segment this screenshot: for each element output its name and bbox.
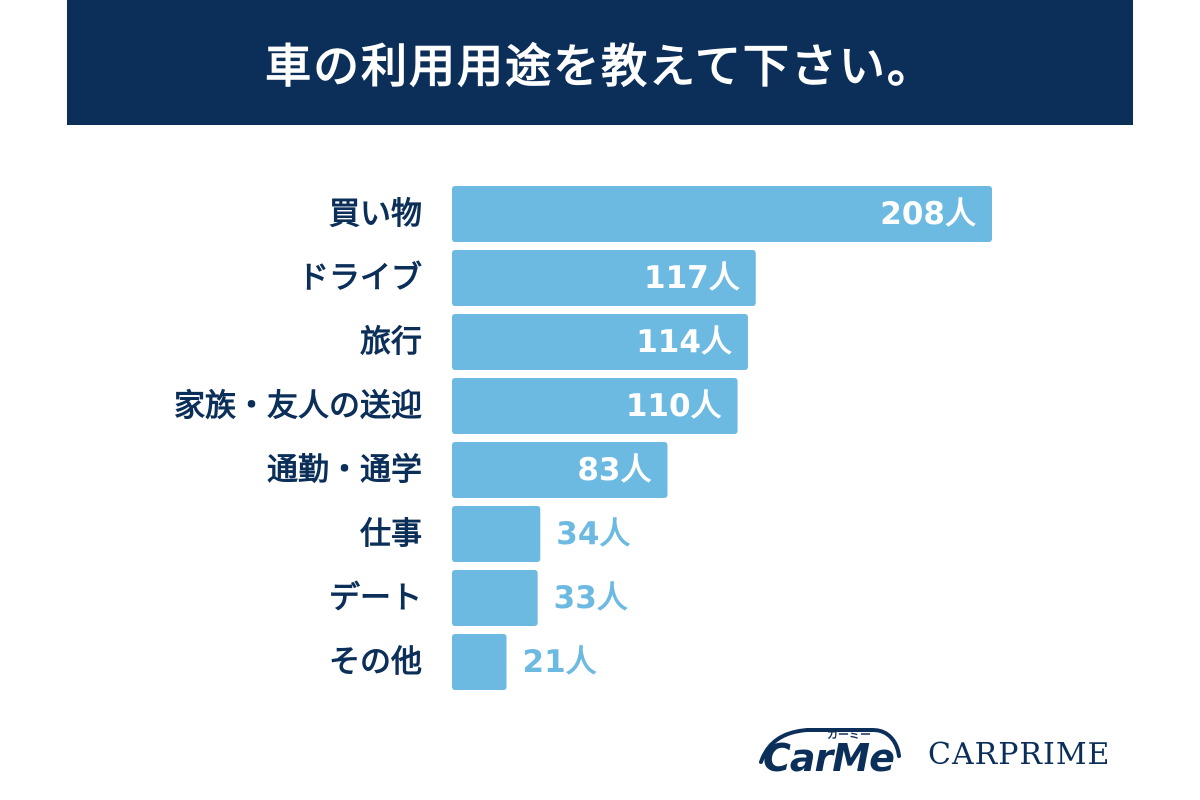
category-label: デート [329, 580, 422, 616]
category-label: 通勤・通学 [267, 452, 422, 488]
value-label: 114人 [636, 324, 732, 360]
value-label: 117人 [644, 260, 740, 296]
carprime-logo: CARPRIME [928, 737, 1111, 772]
chart-title: 車の利用用途を教えて下さい。 [265, 38, 935, 93]
bar-5 [452, 442, 668, 498]
category-label: 買い物 [329, 196, 422, 232]
category-label: その他 [329, 644, 422, 680]
bar-3 [452, 314, 748, 370]
value-label: 33人 [554, 580, 628, 616]
category-label: 仕事 [360, 516, 422, 552]
category-label: ドライブ [298, 260, 422, 296]
bar-2 [452, 250, 756, 306]
category-label: 旅行 [360, 324, 422, 360]
carme-logo-text: CarMe [763, 736, 895, 780]
car-outline-icon [759, 728, 901, 764]
bar-7 [452, 570, 538, 626]
value-label: 110人 [626, 388, 722, 424]
value-label: 208人 [880, 196, 976, 232]
carme-logo-kana: カーミー [827, 728, 871, 741]
bar-4 [452, 378, 738, 434]
bar-1 [452, 186, 992, 242]
category-label: 家族・友人の送迎 [174, 388, 422, 424]
value-label: 83人 [577, 452, 651, 488]
title-banner: 車の利用用途を教えて下さい。 [67, 0, 1133, 125]
carme-logo: カーミー CarMe [755, 722, 905, 784]
bar-8 [452, 634, 507, 690]
bar-6 [452, 506, 541, 562]
value-label: 21人 [523, 644, 597, 680]
value-label: 34人 [556, 516, 630, 552]
